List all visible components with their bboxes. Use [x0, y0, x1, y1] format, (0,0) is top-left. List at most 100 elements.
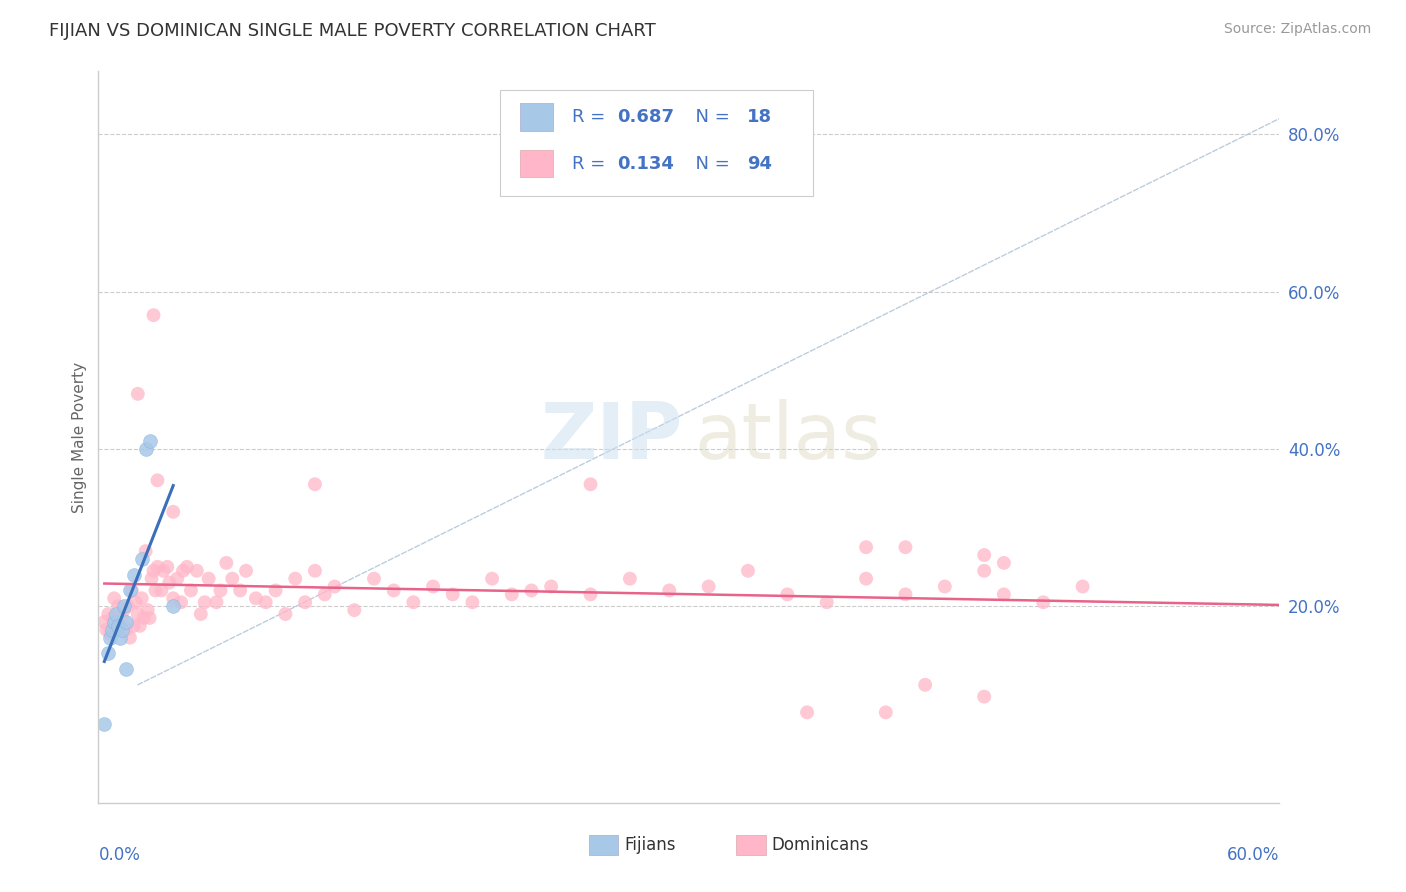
Point — [101, 611, 124, 625]
Point — [176, 559, 198, 574]
Point — [973, 690, 995, 704]
Text: 18: 18 — [747, 108, 772, 126]
Point — [132, 611, 155, 625]
Point — [107, 599, 129, 614]
Point — [235, 564, 257, 578]
Point — [141, 572, 163, 586]
Point — [146, 473, 169, 487]
Point — [304, 477, 326, 491]
Point — [131, 552, 153, 566]
Point — [172, 564, 194, 578]
Point — [993, 587, 1015, 601]
Point — [105, 623, 128, 637]
Point — [166, 572, 188, 586]
Point — [323, 580, 346, 594]
Y-axis label: Single Male Poverty: Single Male Poverty — [72, 361, 87, 513]
Point — [501, 587, 523, 601]
Point — [142, 308, 165, 322]
FancyBboxPatch shape — [501, 90, 813, 195]
Point — [98, 626, 121, 640]
Point — [162, 599, 184, 614]
Text: 0.134: 0.134 — [617, 154, 673, 172]
Point — [122, 619, 145, 633]
Point — [115, 615, 138, 629]
Text: FIJIAN VS DOMINICAN SINGLE MALE POVERTY CORRELATION CHART: FIJIAN VS DOMINICAN SINGLE MALE POVERTY … — [49, 22, 657, 40]
Point — [98, 631, 121, 645]
Point — [170, 595, 193, 609]
Point — [221, 572, 243, 586]
Point — [118, 583, 141, 598]
FancyBboxPatch shape — [737, 835, 766, 855]
Text: R =: R = — [572, 154, 612, 172]
Point — [138, 611, 160, 625]
Point — [115, 662, 138, 676]
Point — [112, 603, 135, 617]
Point — [294, 595, 316, 609]
Point — [111, 611, 134, 625]
Point — [520, 583, 543, 598]
Text: N =: N = — [685, 154, 735, 172]
Point — [142, 564, 165, 578]
Point — [152, 564, 174, 578]
Point — [156, 559, 179, 574]
Point — [274, 607, 297, 621]
Point — [304, 564, 326, 578]
Point — [127, 387, 149, 401]
Point — [97, 646, 120, 660]
Point — [112, 599, 135, 614]
Point — [540, 580, 562, 594]
Point — [190, 607, 212, 621]
Text: 0.0%: 0.0% — [98, 846, 141, 864]
Point — [796, 706, 818, 720]
Point — [619, 572, 641, 586]
Point — [138, 434, 160, 448]
Point — [579, 587, 602, 601]
Point — [162, 505, 184, 519]
Point — [209, 583, 232, 598]
Point — [205, 595, 228, 609]
Point — [229, 583, 252, 598]
Text: Fijians: Fijians — [624, 836, 675, 855]
Text: 94: 94 — [747, 154, 772, 172]
Point — [382, 583, 405, 598]
Point — [197, 572, 219, 586]
Point — [135, 544, 157, 558]
Point — [993, 556, 1015, 570]
FancyBboxPatch shape — [520, 150, 553, 178]
Point — [180, 583, 202, 598]
Point — [875, 706, 897, 720]
Point — [108, 619, 131, 633]
Text: R =: R = — [572, 108, 612, 126]
Point — [1071, 580, 1094, 594]
Point — [245, 591, 267, 606]
Point — [402, 595, 425, 609]
Text: Dominicans: Dominicans — [772, 836, 869, 855]
Point — [108, 631, 131, 645]
Point — [894, 540, 917, 554]
Point — [162, 591, 184, 606]
Point — [579, 477, 602, 491]
Text: 0.687: 0.687 — [617, 108, 673, 126]
Text: atlas: atlas — [695, 399, 883, 475]
Point — [186, 564, 208, 578]
Point — [93, 615, 115, 629]
Point — [96, 623, 118, 637]
Point — [121, 583, 143, 598]
Point — [117, 599, 139, 614]
Point — [194, 595, 217, 609]
Point — [101, 623, 124, 637]
Point — [215, 556, 238, 570]
Point — [115, 623, 138, 637]
Point — [934, 580, 956, 594]
Point — [118, 631, 141, 645]
Point — [131, 591, 153, 606]
Point — [422, 580, 444, 594]
Point — [103, 591, 125, 606]
Point — [136, 603, 159, 617]
Point — [264, 583, 287, 598]
Point — [127, 607, 149, 621]
Point — [1032, 595, 1054, 609]
Point — [441, 587, 464, 601]
Text: N =: N = — [685, 108, 735, 126]
Point — [481, 572, 503, 586]
